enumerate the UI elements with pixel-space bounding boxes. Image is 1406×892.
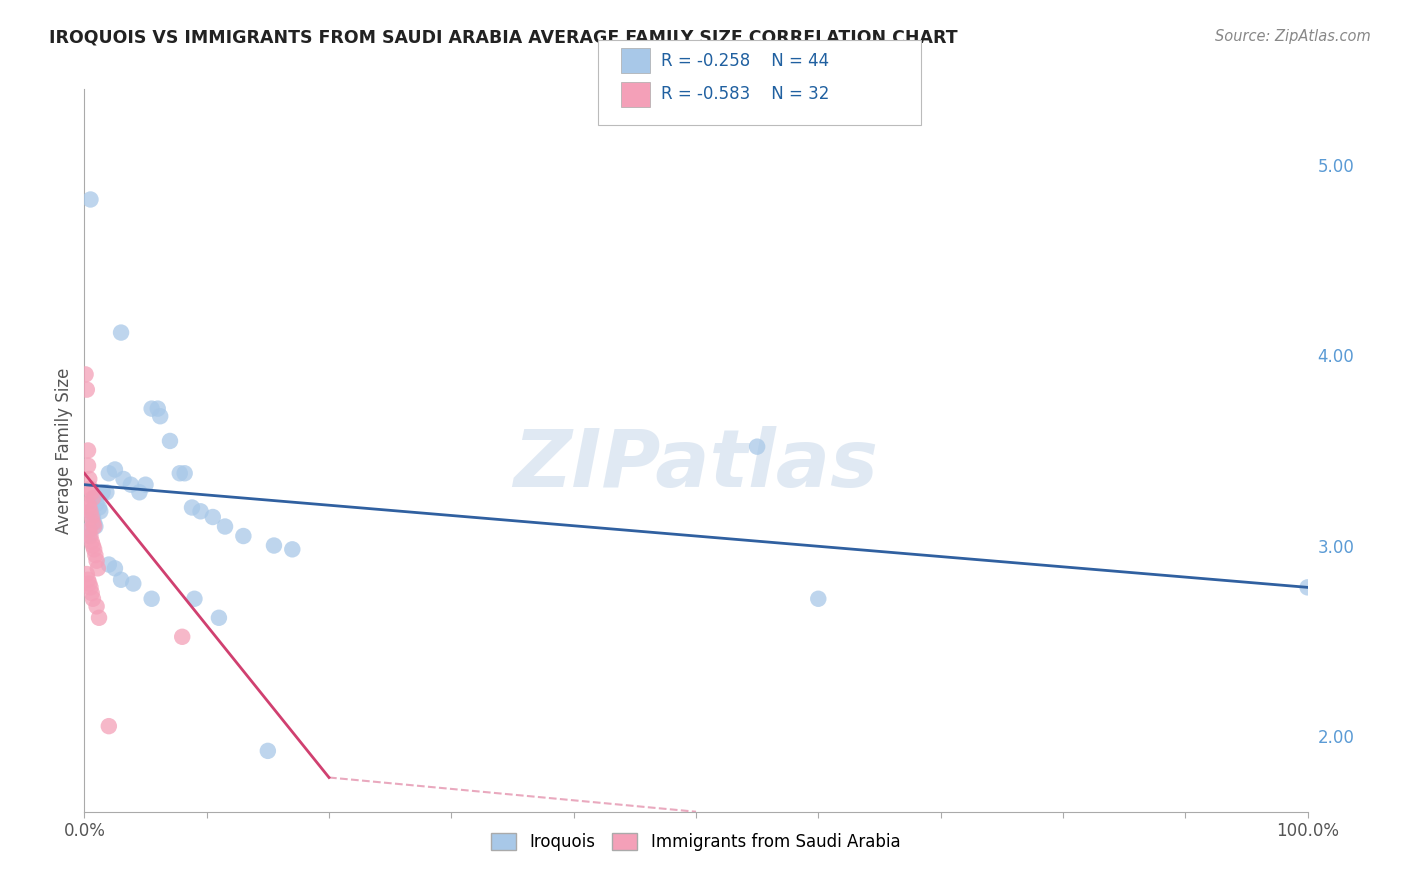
Point — [77, 500, 100, 515]
Point — [128, 485, 150, 500]
Y-axis label: Average Family Size: Average Family Size — [55, 368, 73, 533]
Point — [86, 599, 108, 614]
Point — [83, 491, 105, 505]
Point — [281, 542, 304, 557]
Point — [82, 510, 104, 524]
Point — [83, 516, 105, 530]
Point — [96, 485, 118, 500]
Point — [97, 719, 120, 733]
Point — [183, 591, 205, 606]
Point — [75, 368, 97, 382]
Point — [77, 573, 100, 587]
Point — [77, 576, 100, 591]
Point — [82, 539, 104, 553]
Point — [172, 630, 194, 644]
Point — [87, 561, 110, 575]
Point — [77, 524, 100, 538]
Point — [86, 497, 108, 511]
Point — [112, 472, 135, 486]
Point — [77, 443, 100, 458]
Legend: Iroquois, Immigrants from Saudi Arabia: Iroquois, Immigrants from Saudi Arabia — [485, 826, 907, 857]
Point — [79, 193, 101, 207]
Point — [84, 519, 107, 533]
Point — [97, 467, 120, 481]
Point — [141, 591, 163, 606]
Point — [79, 504, 101, 518]
Text: R = -0.258    N = 44: R = -0.258 N = 44 — [661, 52, 830, 70]
Point — [169, 467, 191, 481]
Point — [110, 326, 132, 340]
Point — [135, 477, 157, 491]
Point — [747, 440, 769, 454]
Point — [141, 401, 163, 416]
Text: ZIPatlas: ZIPatlas — [513, 425, 879, 504]
Text: R = -0.583    N = 32: R = -0.583 N = 32 — [661, 86, 830, 103]
Point — [76, 383, 98, 397]
Point — [104, 462, 127, 476]
Point — [83, 519, 105, 533]
Point — [77, 458, 100, 473]
Point — [190, 504, 212, 518]
Text: Source: ZipAtlas.com: Source: ZipAtlas.com — [1215, 29, 1371, 44]
Point — [82, 491, 104, 505]
Point — [79, 504, 101, 518]
Point — [91, 485, 114, 500]
Point — [146, 401, 169, 416]
Point — [89, 504, 111, 518]
Point — [77, 529, 100, 543]
Point — [120, 477, 142, 491]
Point — [181, 500, 204, 515]
Point — [263, 539, 285, 553]
Text: IROQUOIS VS IMMIGRANTS FROM SAUDI ARABIA AVERAGE FAMILY SIZE CORRELATION CHART: IROQUOIS VS IMMIGRANTS FROM SAUDI ARABIA… — [49, 29, 957, 46]
Point — [87, 611, 110, 625]
Point — [232, 529, 254, 543]
Point — [159, 434, 181, 448]
Point — [214, 519, 236, 533]
Point — [83, 542, 105, 557]
Point — [80, 534, 103, 549]
Point — [82, 516, 104, 530]
Point — [77, 524, 100, 538]
Point — [77, 497, 100, 511]
Point — [122, 576, 145, 591]
Point — [80, 485, 103, 500]
Point — [110, 573, 132, 587]
Point — [79, 529, 101, 543]
Point — [80, 510, 103, 524]
Point — [807, 591, 830, 606]
Point — [173, 467, 195, 481]
Point — [76, 567, 98, 582]
Point — [257, 744, 280, 758]
Point — [84, 548, 107, 562]
Point — [79, 580, 101, 594]
Point — [87, 500, 110, 515]
Point — [86, 554, 108, 568]
Point — [149, 409, 172, 424]
Point — [97, 558, 120, 572]
Point — [77, 472, 100, 486]
Point — [79, 482, 101, 496]
Point — [201, 510, 224, 524]
Point — [80, 586, 103, 600]
Point — [104, 561, 127, 575]
Point — [208, 611, 231, 625]
Point — [82, 591, 104, 606]
Point — [1296, 580, 1319, 594]
